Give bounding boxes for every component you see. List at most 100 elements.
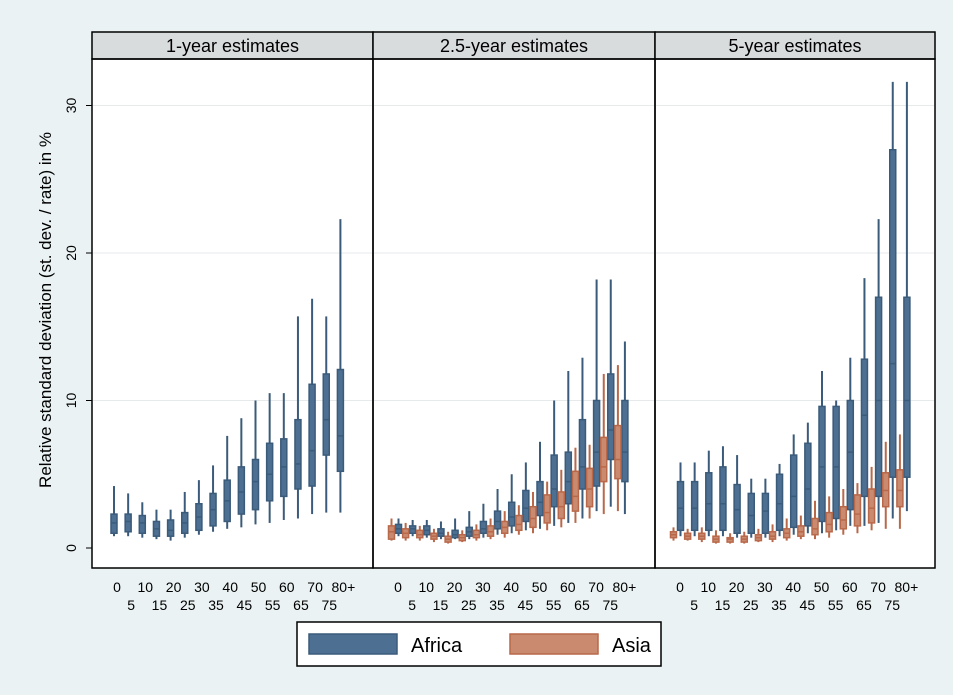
- box-africa-60: [564, 371, 573, 523]
- box-iqr: [811, 517, 819, 536]
- box-iqr: [789, 454, 798, 529]
- box-asia-50: [529, 491, 537, 534]
- box-iqr: [775, 473, 784, 532]
- box-iqr: [557, 491, 566, 520]
- x-tick-label: 0: [394, 579, 402, 595]
- box-iqr: [889, 149, 897, 478]
- box-africa-0: [394, 518, 403, 537]
- box-africa-70: [592, 279, 601, 512]
- box-africa-35: [775, 463, 784, 537]
- x-tick-label: 50: [251, 579, 267, 595]
- box-iqr: [825, 511, 833, 533]
- box-asia-15: [712, 530, 720, 544]
- x-tick-label: 20: [729, 579, 745, 595]
- box-iqr: [543, 494, 551, 524]
- box-africa-5: [690, 462, 699, 537]
- box-africa-50: [536, 441, 544, 529]
- y-tick-label: 20: [63, 245, 79, 261]
- box-asia-40: [782, 518, 791, 541]
- box-africa-70: [308, 298, 316, 515]
- box-iqr: [747, 492, 755, 534]
- box-africa-15: [152, 509, 161, 540]
- x-tick-label: 70: [870, 579, 886, 595]
- box-iqr: [818, 405, 826, 523]
- x-tick-label: 60: [279, 579, 295, 595]
- box-iqr: [322, 373, 330, 456]
- box-africa-40: [507, 474, 516, 534]
- box-africa-70: [874, 219, 883, 523]
- x-tick-label: 35: [208, 597, 224, 613]
- box-iqr: [529, 505, 537, 529]
- box-asia-25: [458, 530, 466, 543]
- box-iqr: [522, 489, 530, 523]
- x-tick-label: 5: [408, 597, 416, 613]
- box-iqr: [804, 442, 812, 527]
- box-africa-5: [124, 493, 132, 537]
- x-tick-label: 25: [461, 597, 477, 613]
- box-africa-10: [423, 519, 431, 538]
- box-africa-80plus: [903, 81, 911, 512]
- box-iqr: [251, 458, 260, 511]
- x-tick-label: 40: [785, 579, 801, 595]
- box-africa-75: [889, 81, 897, 519]
- y-tick-label: 0: [63, 544, 79, 552]
- box-asia-60: [557, 469, 566, 528]
- box-africa-55: [550, 400, 558, 526]
- legend-swatch-asia: [509, 633, 599, 655]
- box-iqr: [507, 501, 516, 527]
- x-tick-label: 15: [433, 597, 449, 613]
- box-iqr: [265, 442, 274, 502]
- box-iqr: [846, 399, 855, 511]
- panel-3: 5-year estimates 0 10 20 30 40 50 60 70 80+ 5 15 25 3…: [654, 31, 936, 613]
- x-tick-label: 55: [546, 597, 562, 613]
- y-tick-label: 10: [63, 393, 79, 409]
- x-tick-label: 80+: [613, 579, 637, 595]
- box-iqr: [607, 373, 615, 461]
- x-tick-label: 25: [743, 597, 759, 613]
- panel-title: 2.5-year estimates: [440, 36, 588, 56]
- x-tick-label: 0: [676, 579, 684, 595]
- box-asia-45: [797, 515, 805, 540]
- x-tick-label: 80+: [895, 579, 919, 595]
- box-africa-20: [451, 518, 459, 540]
- box-africa-25: [747, 478, 755, 538]
- box-asia-35: [486, 518, 495, 540]
- box-africa-0: [110, 486, 118, 537]
- box-asia-80plus: [614, 365, 622, 512]
- x-tick-label: 60: [842, 579, 858, 595]
- box-iqr: [860, 358, 869, 498]
- x-tick-label: 40: [503, 579, 519, 595]
- x-tick-label: 65: [856, 597, 872, 613]
- box-iqr: [839, 505, 848, 530]
- box-asia-25: [740, 531, 748, 544]
- x-tick-label: 40: [222, 579, 238, 595]
- box-iqr: [336, 368, 345, 473]
- box-africa-60: [846, 357, 855, 526]
- box-iqr: [571, 470, 580, 512]
- box-africa-0: [676, 462, 685, 537]
- box-iqr: [124, 513, 132, 533]
- box-iqr: [719, 466, 727, 532]
- box-africa-30: [479, 503, 488, 538]
- box-africa-25: [181, 491, 189, 538]
- box-asia-55: [543, 481, 551, 531]
- box-africa-40: [223, 435, 231, 529]
- x-tick-label: 5: [127, 597, 135, 613]
- box-africa-65: [294, 316, 302, 519]
- box-africa-75: [322, 316, 330, 513]
- box-africa-55: [265, 393, 274, 523]
- box-africa-40: [789, 434, 798, 535]
- x-tick-label: 50: [532, 579, 548, 595]
- box-asia-80plus: [896, 434, 904, 529]
- box-africa-45: [237, 418, 246, 528]
- box-iqr: [479, 520, 488, 535]
- x-tick-label: 15: [715, 597, 731, 613]
- box-africa-30: [761, 478, 770, 538]
- legend: Africa Asia: [296, 621, 662, 667]
- box-asia-5: [401, 522, 410, 541]
- box-africa-35: [493, 489, 502, 535]
- box-iqr: [138, 514, 147, 534]
- box-iqr: [493, 510, 502, 530]
